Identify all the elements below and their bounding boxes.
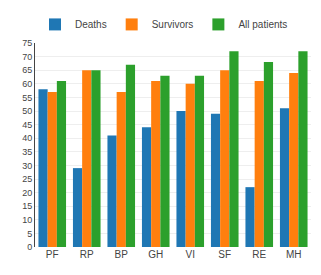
svg-text:RE: RE <box>252 249 266 260</box>
svg-text:55: 55 <box>22 93 32 103</box>
svg-text:SF: SF <box>218 249 231 260</box>
svg-text:VI: VI <box>186 249 195 260</box>
svg-text:BP: BP <box>115 249 129 260</box>
svg-text:60: 60 <box>22 79 32 89</box>
svg-text:20: 20 <box>22 188 32 198</box>
svg-text:PF: PF <box>46 249 59 260</box>
svg-text:15: 15 <box>22 201 32 211</box>
svg-text:GH: GH <box>148 249 163 260</box>
svg-text:40: 40 <box>22 133 32 143</box>
svg-text:RP: RP <box>80 249 94 260</box>
svg-text:50: 50 <box>22 106 32 116</box>
svg-text:45: 45 <box>22 120 32 130</box>
svg-text:Deaths: Deaths <box>75 19 107 30</box>
svg-text:10: 10 <box>22 215 32 225</box>
svg-text:30: 30 <box>22 161 32 171</box>
svg-text:5: 5 <box>27 229 32 239</box>
svg-text:All patients: All patients <box>238 19 287 30</box>
svg-text:35: 35 <box>22 147 32 157</box>
svg-text:25: 25 <box>22 174 32 184</box>
svg-text:0: 0 <box>27 242 32 252</box>
svg-text:75: 75 <box>22 38 32 48</box>
svg-text:65: 65 <box>22 65 32 75</box>
svg-text:Survivors: Survivors <box>152 19 194 30</box>
svg-text:MH: MH <box>286 249 302 260</box>
svg-text:70: 70 <box>22 52 32 62</box>
